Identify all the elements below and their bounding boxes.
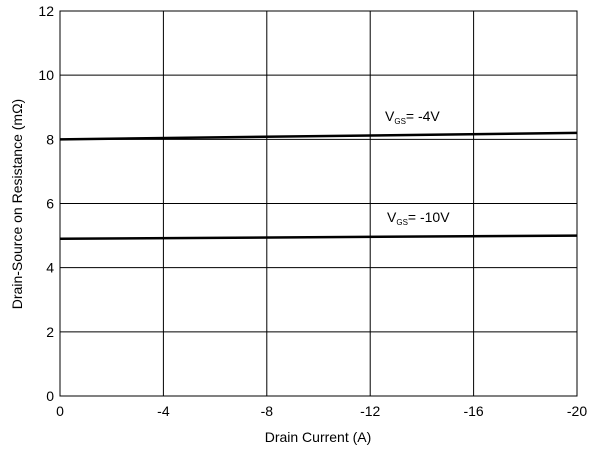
series-line	[59, 131, 578, 141]
x-tick-label: -12	[360, 403, 380, 419]
y-axis-label: Drain-Source on Resistance (mΩ)	[9, 99, 25, 309]
series-label-part: = -4V	[406, 108, 441, 124]
series-label-part: V	[387, 209, 397, 225]
y-tick-label: 10	[38, 67, 54, 83]
series-label-subscript: GS	[394, 117, 406, 126]
x-tick-label: -8	[261, 403, 274, 419]
x-tick-label: -16	[463, 403, 483, 419]
series-label: VGS= -10V	[387, 209, 450, 227]
x-tick-label: -4	[157, 403, 170, 419]
y-tick-label: 2	[46, 324, 54, 340]
series-label: VGS= -4V	[385, 108, 440, 126]
y-tick-label: 6	[46, 196, 54, 212]
x-axis-label: Drain Current (A)	[265, 429, 372, 445]
y-tick-label: 12	[38, 3, 54, 19]
x-tick-label: -20	[567, 403, 587, 419]
y-tick-label: 0	[46, 388, 54, 404]
series-label-part: V	[385, 108, 395, 124]
series-label-subscript: GS	[396, 218, 408, 227]
series-label-part: = -10V	[408, 209, 450, 225]
series-line	[59, 234, 578, 241]
y-tick-label: 8	[46, 131, 54, 147]
plot-frame	[59, 10, 578, 397]
x-tick-label: 0	[56, 403, 64, 419]
y-tick-label: 4	[46, 260, 54, 276]
